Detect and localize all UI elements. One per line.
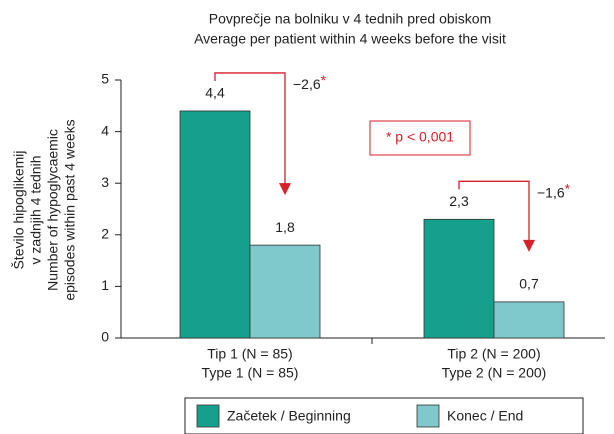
difference-value: −1,6 <box>537 184 565 200</box>
y-axis-label-line: Število hipoglikemij <box>11 150 27 269</box>
difference-label: −2,6* <box>293 72 327 92</box>
difference-label: −1,6* <box>537 180 571 200</box>
y-axis-label: Število hipoglikemij v zadnjih 4 tednih … <box>11 119 78 300</box>
y-axis-label-line: Number of hypoglycaemic <box>45 129 61 291</box>
arrow-line <box>458 180 530 242</box>
x-tick-label: Type 1 (N = 85) <box>202 365 299 381</box>
value-label: 2,3 <box>449 193 469 209</box>
y-tick-label: 3 <box>101 174 109 190</box>
y-tick-label: 5 <box>101 71 109 87</box>
y-tick-label: 0 <box>101 329 109 345</box>
legend-label: Začetek / Beginning <box>227 408 351 424</box>
y-tick-label: 4 <box>101 122 109 138</box>
legend-box <box>184 397 584 434</box>
note: * p < 0,001 <box>386 129 454 145</box>
legend-swatch <box>416 404 440 428</box>
x-tick-label: Tip 1 (N = 85) <box>207 346 292 362</box>
value-label: 0,7 <box>519 276 539 292</box>
significance-star: * <box>565 180 571 196</box>
x-tick-label: Type 2 (N = 200) <box>442 365 547 381</box>
value-label: 4,4 <box>205 85 225 101</box>
legend-swatch <box>196 404 220 428</box>
arrow-head <box>523 239 535 252</box>
arrow-line <box>214 72 286 186</box>
y-tick-label: 2 <box>101 226 109 242</box>
chart-title: Average per patient within 4 weeks befor… <box>194 31 506 47</box>
difference-value: −2,6 <box>293 76 321 92</box>
arrow-head <box>279 183 291 196</box>
value-label: 1,8 <box>275 219 295 235</box>
bar <box>423 218 495 339</box>
chart-title: Povprečje na bolniku v 4 tednih pred obi… <box>209 11 492 27</box>
x-tick-label: Tip 2 (N = 200) <box>447 346 540 362</box>
bar <box>249 244 321 339</box>
bar <box>493 301 565 339</box>
y-tick-label: 1 <box>101 277 109 293</box>
y-axis-label-line: v zadnjih 4 tednih <box>28 156 44 265</box>
legend-label: Konec / End <box>447 408 523 424</box>
y-axis-label-line: episodes within past 4 weeks <box>62 119 78 300</box>
bar <box>179 110 251 339</box>
note-box <box>369 120 471 156</box>
significance-star: * <box>321 72 327 88</box>
